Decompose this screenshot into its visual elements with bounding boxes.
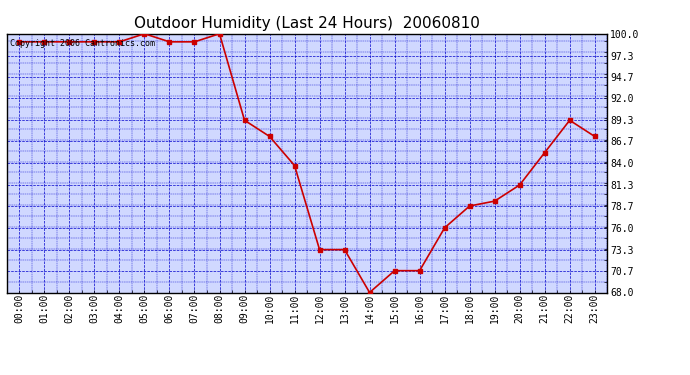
Text: Copyright 2006 Cantronics.com: Copyright 2006 Cantronics.com <box>10 39 155 48</box>
Title: Outdoor Humidity (Last 24 Hours)  20060810: Outdoor Humidity (Last 24 Hours) 2006081… <box>134 16 480 31</box>
